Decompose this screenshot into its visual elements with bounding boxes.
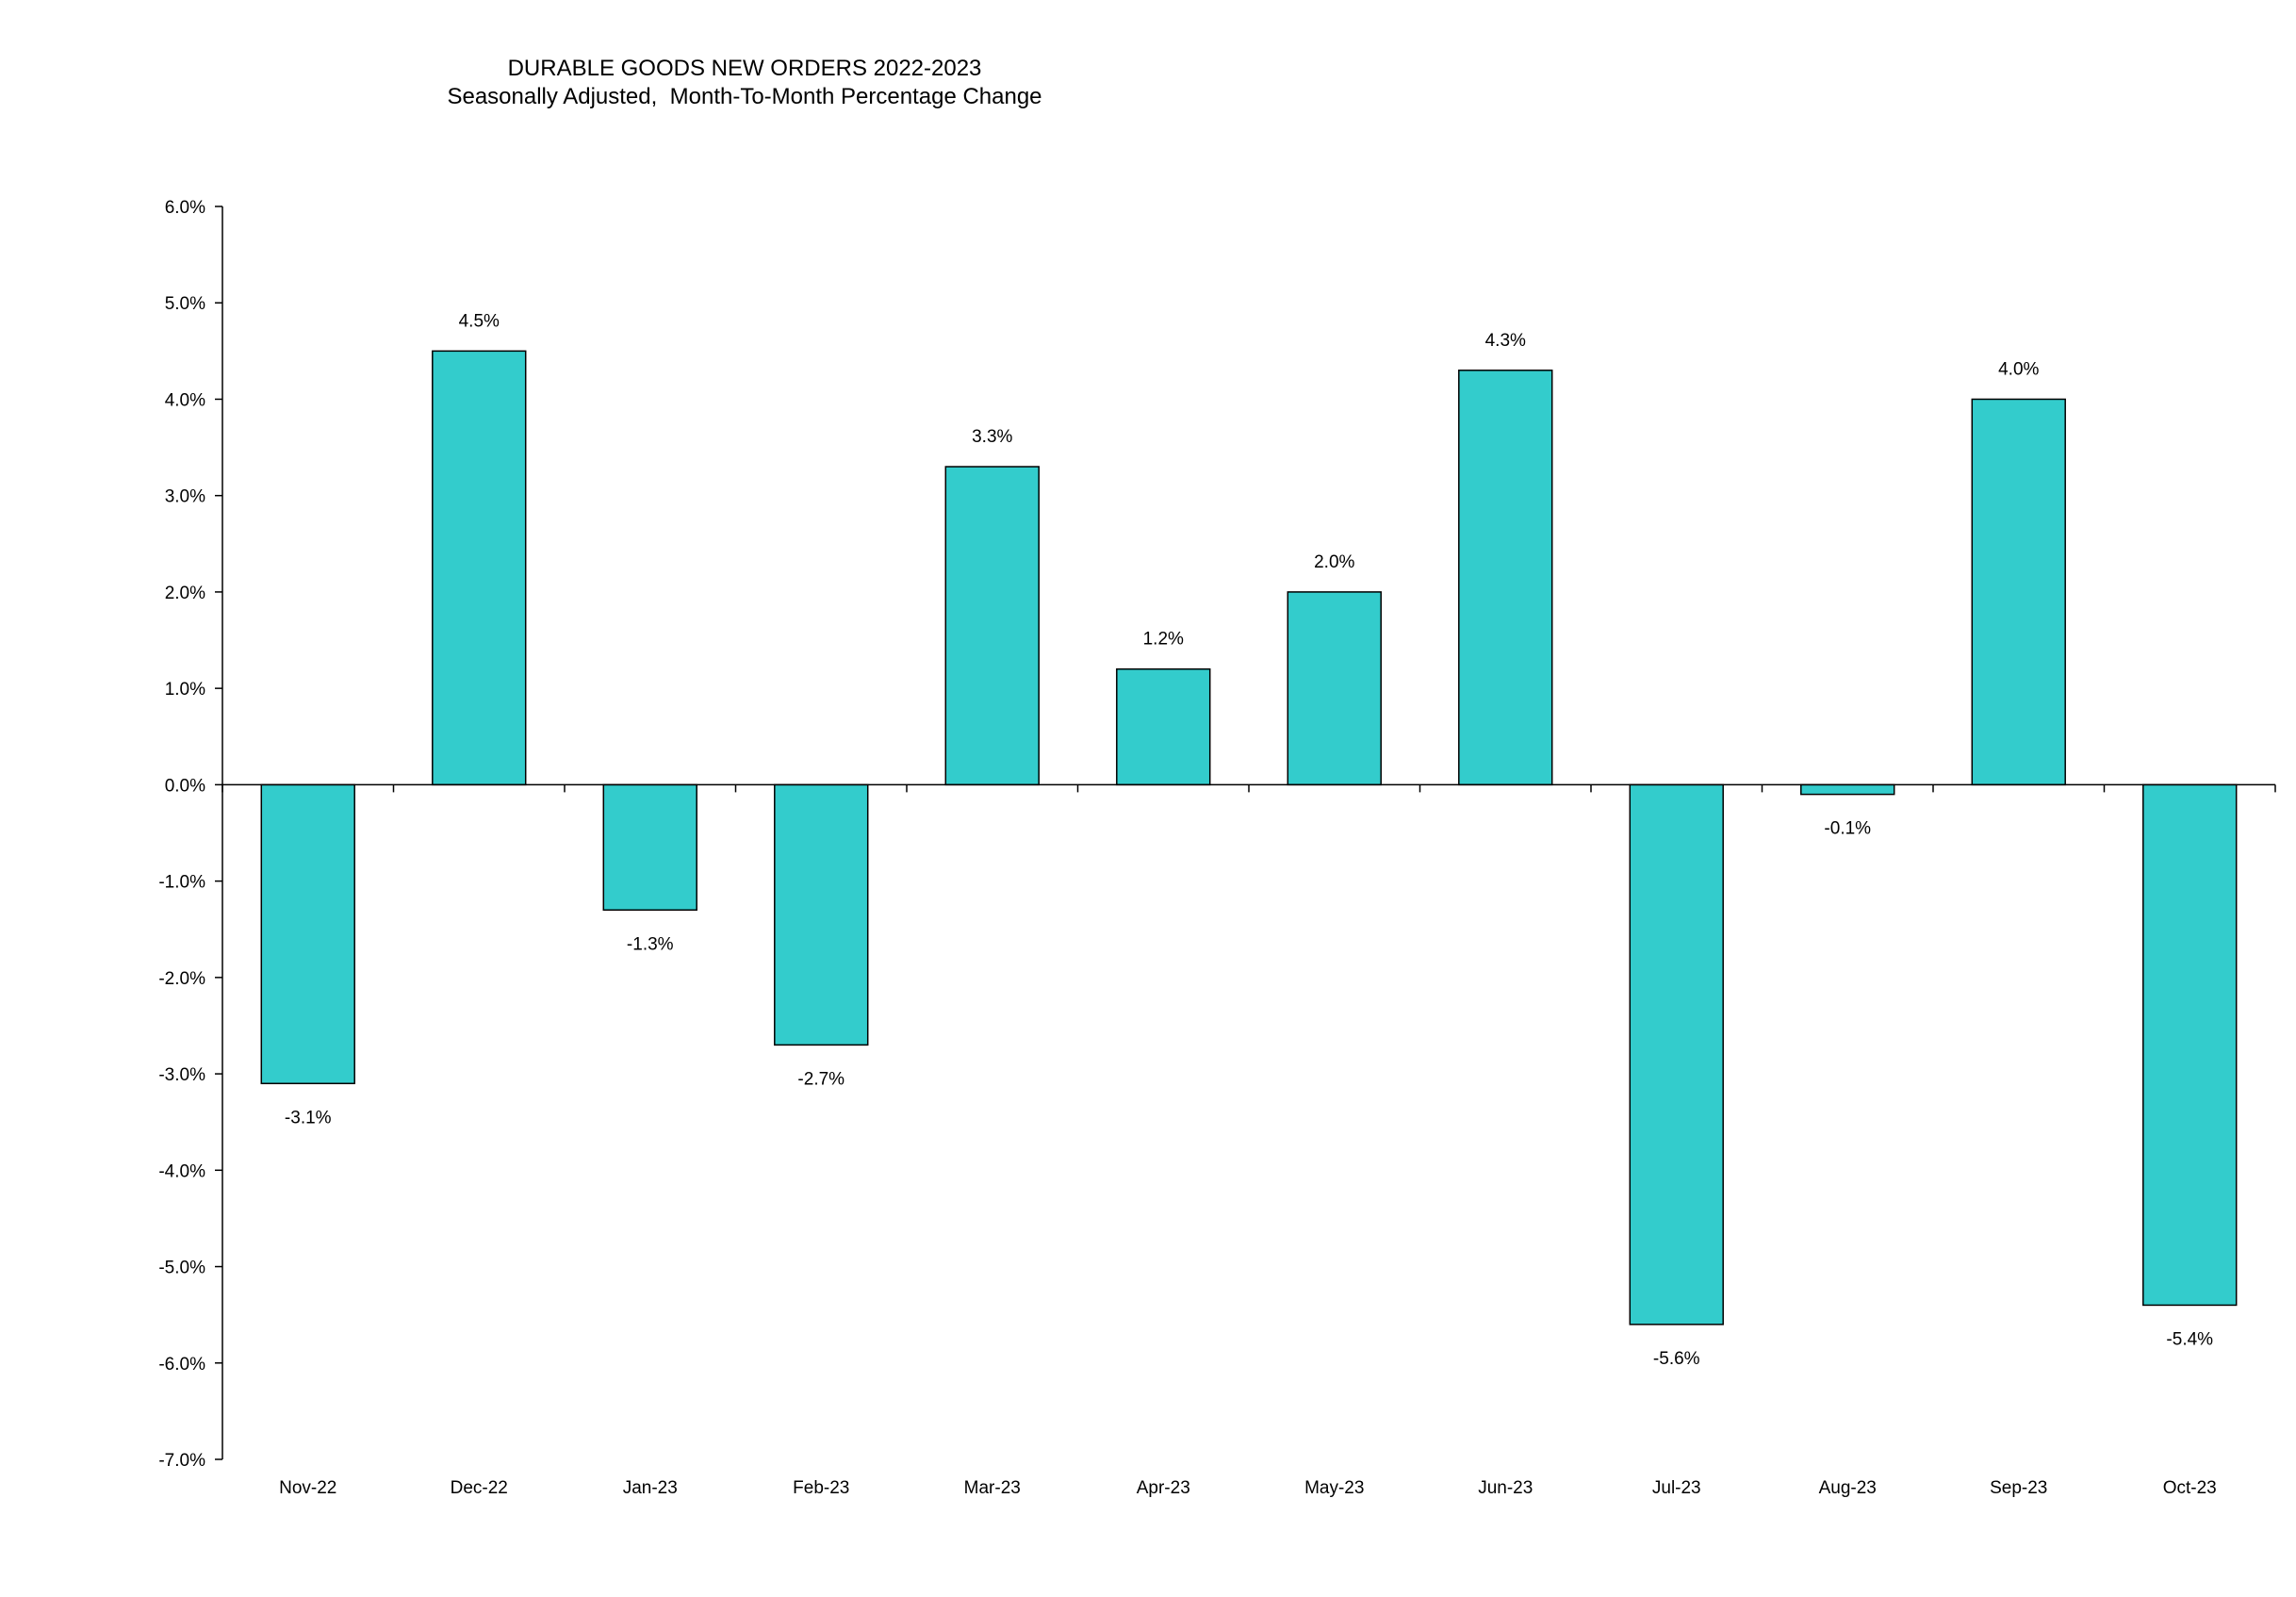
x-category-label: Jul-23	[1652, 1478, 1701, 1498]
data-label: -5.6%	[1653, 1349, 1700, 1369]
y-tick-label: 2.0%	[165, 584, 205, 603]
data-label: -3.1%	[285, 1108, 332, 1128]
data-label: 4.3%	[1485, 331, 1526, 351]
x-category-label: Sep-23	[1990, 1478, 2047, 1498]
data-label: 4.0%	[1998, 359, 2039, 379]
y-tick-label: -2.0%	[158, 969, 205, 989]
y-tick-label: -5.0%	[158, 1259, 205, 1278]
bar-sep-23	[1971, 398, 2066, 786]
y-tick-label: 5.0%	[165, 294, 205, 314]
data-label: 2.0%	[1314, 552, 1354, 572]
x-category-label: Apr-23	[1137, 1478, 1190, 1498]
bar-may-23	[1287, 591, 1382, 786]
data-label: 4.5%	[459, 311, 500, 331]
data-label: -0.1%	[1824, 819, 1871, 839]
bar-apr-23	[1116, 667, 1211, 786]
labels-layer: 6.0% 5.0% 4.0% 3.0% 2.0% 1.0% 0.0% -1.0% -2.0% -3…	[158, 198, 2216, 1498]
chart-title-block: DURABLE GOODS NEW ORDERS 2022-2023 Seaso…	[0, 55, 1489, 111]
data-label: 3.3%	[972, 427, 1012, 447]
bar-feb-23	[774, 783, 869, 1046]
y-tick-label: -1.0%	[158, 873, 205, 893]
y-tick-label: -7.0%	[158, 1451, 205, 1471]
bar-jan-23	[602, 783, 697, 912]
x-category-label: Jan-23	[623, 1478, 678, 1498]
bar-jul-23	[1629, 783, 1724, 1325]
x-category-label: Nov-22	[279, 1478, 336, 1498]
bar-dec-22	[432, 350, 527, 786]
x-category-label: Mar-23	[964, 1478, 1021, 1498]
bar-nov-22	[260, 783, 355, 1085]
data-label: 1.2%	[1143, 630, 1184, 650]
bar-oct-23	[2142, 783, 2238, 1307]
x-category-label: May-23	[1304, 1478, 1364, 1498]
data-label: -2.7%	[797, 1069, 845, 1089]
chart-title: DURABLE GOODS NEW ORDERS 2022-2023	[507, 56, 982, 81]
y-tick-label: 4.0%	[165, 390, 205, 410]
bar-aug-23	[1800, 783, 1895, 796]
x-category-label: Feb-23	[793, 1478, 849, 1498]
y-tick-label: -3.0%	[158, 1065, 205, 1085]
x-category-label: Dec-22	[451, 1478, 508, 1498]
x-category-label: Oct-23	[2163, 1478, 2217, 1498]
y-tick-label: -6.0%	[158, 1355, 205, 1375]
bar-mar-23	[944, 466, 1040, 786]
x-category-label: Aug-23	[1819, 1478, 1877, 1498]
y-tick-label: 1.0%	[165, 680, 205, 700]
x-category-label: Jun-23	[1478, 1478, 1533, 1498]
bar-jun-23	[1458, 370, 1553, 786]
data-label: -1.3%	[627, 934, 674, 954]
axes-layer	[215, 206, 2276, 1460]
y-tick-label: 0.0%	[165, 776, 205, 796]
bars-layer	[260, 350, 2238, 1325]
data-label: -5.4%	[2166, 1329, 2213, 1349]
y-tick-label: 3.0%	[165, 487, 205, 507]
chart-subtitle: Seasonally Adjusted, Month-To-Month Perc…	[447, 84, 1042, 109]
y-tick-label: 6.0%	[165, 198, 205, 218]
y-tick-label: -4.0%	[158, 1161, 205, 1181]
